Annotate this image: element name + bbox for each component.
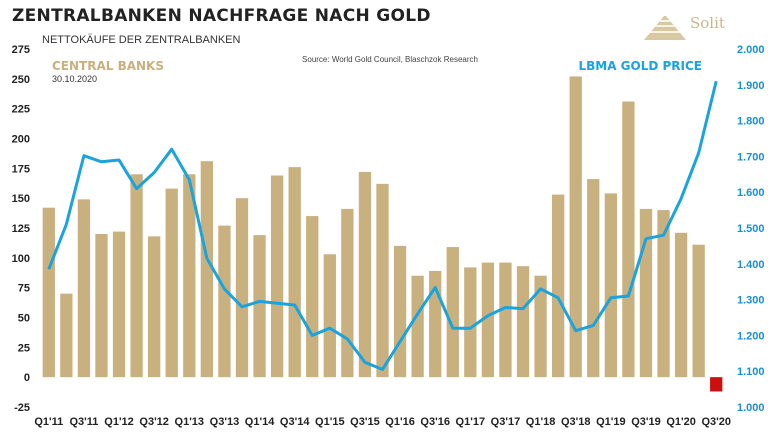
y-left-tick-label: 100 (12, 253, 30, 265)
bar-central-banks (411, 275, 424, 378)
x-tick-label: Q1'19 (596, 416, 626, 428)
bar-central-banks (481, 262, 495, 378)
solit-logo-text: Solit (690, 14, 725, 32)
bar-central-banks (235, 198, 249, 378)
bar-central-banks (183, 174, 196, 378)
y-left-tick-label: 225 (12, 104, 30, 116)
y-right-tick-label: 1.900 (737, 80, 765, 92)
y-right-tick-label: 1.500 (737, 223, 765, 235)
bar-central-banks (499, 262, 512, 378)
bar-central-banks (323, 254, 336, 378)
bar-central-banks (200, 161, 214, 378)
bar-central-banks (77, 199, 91, 378)
bar-central-banks (95, 233, 108, 378)
y-left-tick-label: 150 (12, 193, 30, 205)
x-tick-label: Q1'18 (526, 416, 556, 428)
x-tick-label: Q3'20 (701, 416, 731, 428)
y-right-tick-label: 2.000 (737, 44, 765, 56)
y-left-tick-label: -25 (14, 402, 30, 414)
bar-central-banks (270, 175, 284, 378)
x-tick-label: Q3'18 (561, 416, 591, 428)
y-right-tick-label: 1.000 (737, 402, 765, 414)
y-right-tick-label: 1.300 (737, 295, 765, 307)
line-lbma-gold-price (47, 80, 718, 371)
x-tick-label: Q3'17 (491, 416, 521, 428)
bar-central-banks (604, 193, 617, 378)
chart-title: ZENTRALBANKEN NACHFRAGE NACH GOLD (12, 6, 431, 26)
x-tick-label: Q1'13 (175, 416, 205, 428)
bar-central-banks (639, 208, 653, 378)
bar-central-banks (253, 235, 266, 378)
chart-subtitle: NETTOKÄUFE DER ZENTRALBANKEN (42, 34, 241, 46)
bar-central-banks (657, 210, 670, 378)
x-tick-label: Q3'19 (631, 416, 661, 428)
bar-central-banks (112, 231, 126, 378)
bar-central-banks (306, 216, 319, 378)
x-tick-label: Q3'16 (420, 416, 450, 428)
y-left-tick-label: 275 (12, 44, 30, 56)
x-tick-label: Q1'12 (104, 416, 134, 428)
bar-central-banks (148, 236, 161, 378)
bar-central-banks (288, 167, 301, 378)
bar-central-banks (692, 244, 705, 378)
legend-central-banks: CENTRAL BANKS (52, 59, 164, 73)
bar-central-banks (622, 101, 635, 378)
source-note: Source: World Gold Council, Blaschzok Re… (302, 55, 478, 64)
bar-central-banks (218, 225, 231, 378)
bar-central-banks (358, 171, 372, 378)
y-left-tick-label: 125 (12, 223, 30, 235)
y-left-tick-label: 250 (12, 74, 30, 86)
y-left-tick-label: 50 (18, 313, 30, 325)
y-right-tick-label: 1.200 (737, 330, 765, 342)
date-label: 30.10.2020 (52, 74, 97, 84)
bar-central-banks (516, 266, 530, 378)
x-tick-label: Q3'13 (210, 416, 240, 428)
x-tick-label: Q3'15 (350, 416, 380, 428)
x-tick-label: Q3'12 (139, 416, 169, 428)
bar-central-banks (341, 208, 354, 378)
x-tick-label: Q1'20 (666, 416, 696, 428)
x-tick-label: Q1'11 (34, 416, 63, 428)
bar-central-banks (60, 293, 73, 378)
bar-central-banks (674, 232, 688, 378)
y-left-tick-label: 0 (24, 372, 30, 384)
x-tick-label: Q1'17 (456, 416, 486, 428)
y-left-tick-label: 175 (12, 163, 30, 175)
x-tick-label: Q3'11 (69, 416, 98, 428)
solit-logo-icon (644, 16, 686, 40)
bar-central-banks (464, 267, 477, 378)
x-tick-label: Q1'15 (315, 416, 345, 428)
y-right-tick-label: 1.100 (737, 366, 765, 378)
bar-central-banks (130, 174, 143, 378)
bar-central-banks (446, 247, 459, 378)
y-left-tick-label: 25 (18, 342, 30, 354)
x-tick-label: Q1'14 (245, 416, 275, 428)
bar-central-banks (587, 179, 600, 378)
bar-central-banks (551, 194, 565, 378)
legend-lbma-gold-price: LBMA GOLD PRICE (578, 59, 702, 73)
x-tick-label: Q1'16 (385, 416, 415, 428)
y-right-tick-label: 1.800 (737, 116, 765, 128)
x-tick-label: Q3'14 (280, 416, 310, 428)
bar-central-banks (534, 275, 547, 378)
bar-central-banks (165, 188, 178, 378)
y-right-tick-label: 1.400 (737, 259, 765, 271)
bar-central-banks (710, 377, 723, 392)
bar-central-banks (376, 183, 389, 378)
bar-central-banks (393, 245, 407, 378)
y-right-tick-label: 1.700 (737, 151, 765, 163)
y-left-tick-label: 200 (12, 134, 30, 146)
bar-central-banks (42, 207, 55, 378)
y-left-tick-label: 75 (18, 283, 30, 295)
bar-central-banks (569, 76, 582, 378)
y-right-tick-label: 1.600 (737, 187, 765, 199)
